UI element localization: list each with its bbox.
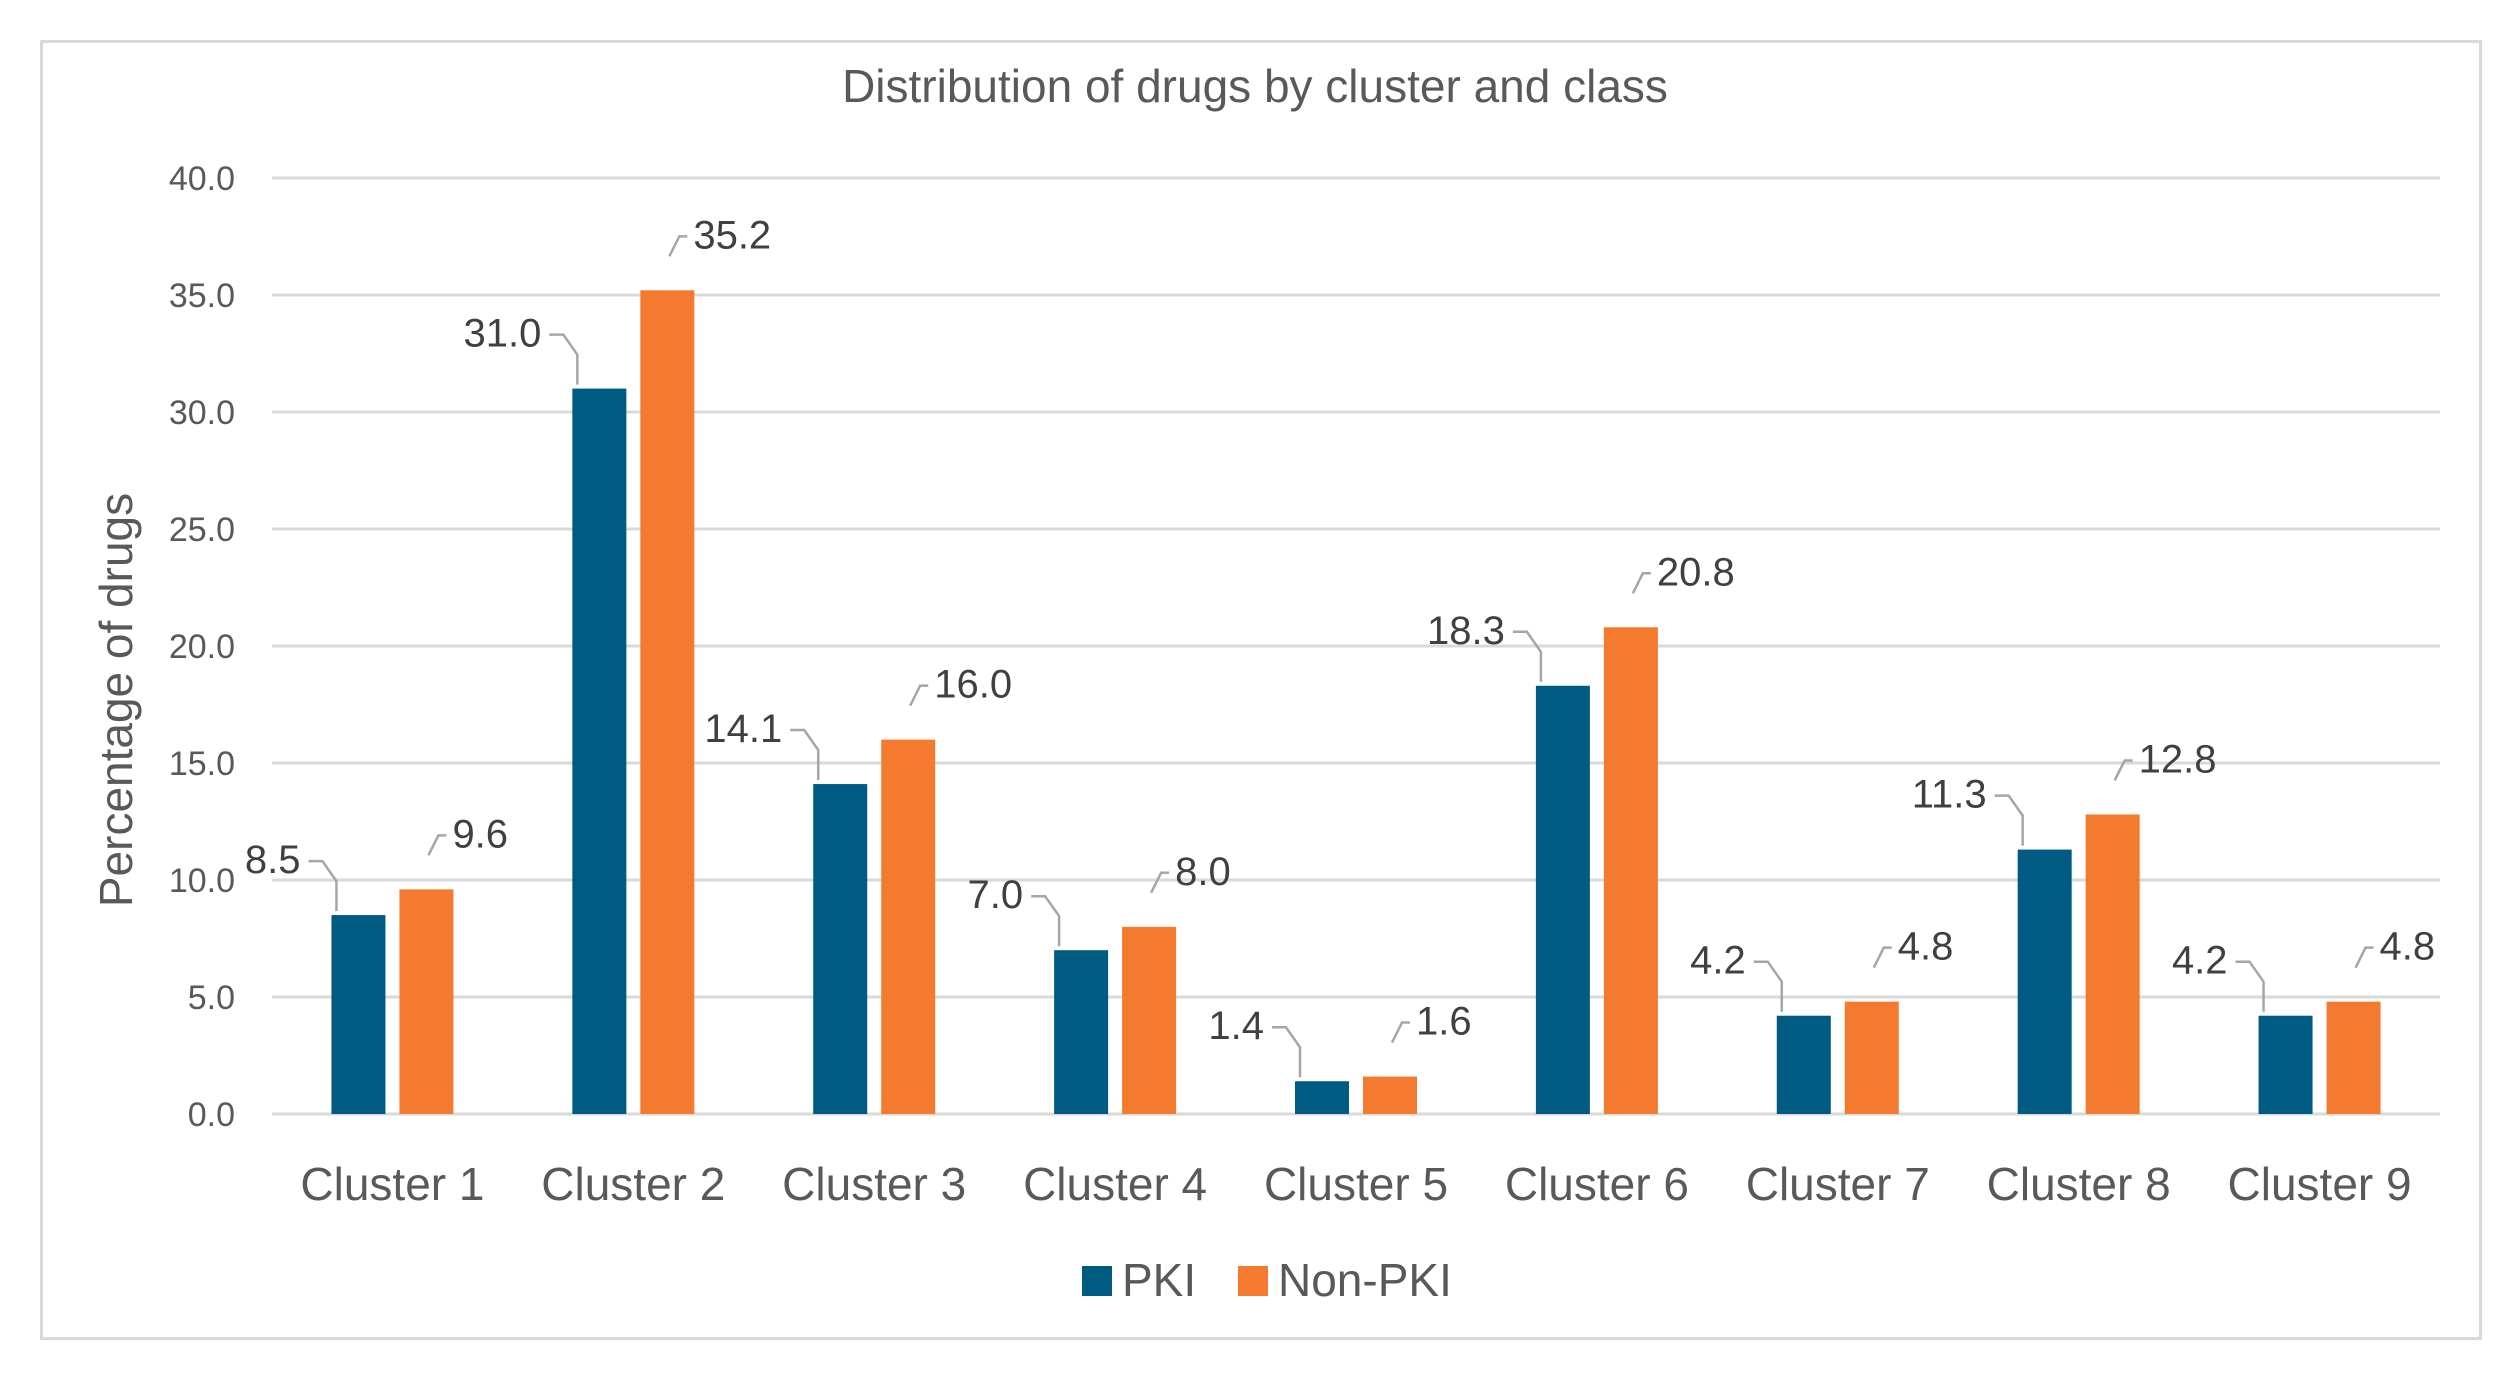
y-axis-ticks: 0.0 5.0 10.0 15.0 20.0 25.0 30.0 35.0 40.0 <box>169 160 235 1134</box>
leader-line <box>1512 630 1543 682</box>
leader-line <box>1149 871 1170 894</box>
y-tick-label: 25.0 <box>169 511 235 549</box>
legend[interactable]: PKI Non-PKI <box>1082 1254 1452 1306</box>
leader-line <box>1390 1021 1410 1044</box>
data-label-pki: 31.0 <box>463 312 541 356</box>
leader-line <box>790 728 820 781</box>
x-tick-label: Cluster 3 <box>782 1158 966 1210</box>
leader-line <box>2113 759 2133 782</box>
leader-line <box>549 333 579 385</box>
data-label-non-pki: 16.0 <box>934 663 1012 707</box>
y-tick-label: 35.0 <box>169 277 235 315</box>
leader-line <box>1753 960 1784 1012</box>
x-tick-label: Cluster 6 <box>1505 1158 1689 1210</box>
bar-pki <box>331 915 386 1114</box>
leader-line <box>2354 946 2374 969</box>
data-labels: 8.5 9.6 31.0 35.2 14.1 16.0 7.0 8.0 1.4 1.6 18.3 20… <box>245 213 2435 1048</box>
bar-pki <box>2258 1015 2313 1114</box>
x-tick-label: Cluster 5 <box>1264 1158 1448 1210</box>
y-tick-label: 30.0 <box>169 394 235 432</box>
data-label-pki: 11.3 <box>1912 773 1987 817</box>
x-tick-label: Cluster 1 <box>300 1158 484 1210</box>
data-label-pki: 7.0 <box>968 873 1024 917</box>
legend-swatch-pki[interactable] <box>1082 1266 1112 1296</box>
x-tick-label: Cluster 7 <box>1746 1158 1930 1210</box>
bar-pki <box>1776 1015 1831 1114</box>
data-label-pki: 14.1 <box>704 707 782 751</box>
data-label-non-pki: 12.8 <box>2139 737 2217 781</box>
bar-non-pki <box>1122 926 1177 1114</box>
bar-pki <box>2017 849 2072 1114</box>
data-label-non-pki: 8.0 <box>1175 850 1231 894</box>
data-label-pki: 4.2 <box>1690 939 1746 983</box>
y-axis-title: Percentage of drugs <box>90 493 142 907</box>
data-label-non-pki: 4.8 <box>2380 925 2436 969</box>
legend-label-pki[interactable]: PKI <box>1122 1254 1196 1306</box>
data-label-pki: 18.3 <box>1427 609 1505 653</box>
bar-non-pki <box>640 290 695 1114</box>
data-label-pki: 4.2 <box>2172 939 2228 983</box>
bar-pki <box>1535 685 1590 1114</box>
legend-label-non-pki[interactable]: Non-PKI <box>1278 1254 1452 1306</box>
bars <box>331 290 2381 1115</box>
bar-non-pki <box>1844 1001 1899 1114</box>
leader-line <box>1872 946 1892 969</box>
leader-line <box>1031 894 1061 947</box>
leader-line <box>308 859 338 912</box>
data-label-non-pki: 20.8 <box>1657 550 1735 594</box>
data-label-non-pki: 4.8 <box>1898 925 1954 969</box>
bar-non-pki <box>881 739 936 1114</box>
bar-non-pki <box>2085 814 2140 1114</box>
leader-line <box>2235 960 2265 1012</box>
data-label-pki: 8.5 <box>245 838 301 882</box>
bar-non-pki <box>1363 1076 1417 1114</box>
x-tick-label: Cluster 9 <box>2228 1158 2412 1210</box>
x-tick-label: Cluster 2 <box>541 1158 725 1210</box>
y-tick-label: 0.0 <box>188 1096 235 1134</box>
x-tick-label: Cluster 4 <box>1023 1158 1207 1210</box>
y-tick-label: 20.0 <box>169 628 235 666</box>
bar-pki <box>1295 1081 1349 1114</box>
bar-pki <box>1054 950 1109 1114</box>
data-label-non-pki: 35.2 <box>693 213 771 257</box>
legend-swatch-non-pki[interactable] <box>1238 1266 1268 1296</box>
data-label-pki: 1.4 <box>1208 1004 1264 1048</box>
bar-pki <box>572 388 627 1115</box>
bar-non-pki <box>1603 627 1658 1114</box>
chart-frame <box>40 40 2482 1340</box>
y-tick-label: 10.0 <box>169 862 235 900</box>
label-leader-lines <box>308 235 2374 1078</box>
leader-line <box>1631 572 1651 594</box>
gridlines <box>272 176 2440 1116</box>
data-label-non-pki: 1.6 <box>1416 1000 1472 1044</box>
leader-line <box>427 834 447 856</box>
y-tick-label: 5.0 <box>188 979 235 1017</box>
chart-title: Distribution of drugs by cluster and cla… <box>842 60 1668 112</box>
leader-line <box>909 684 929 707</box>
bar-non-pki <box>399 889 454 1114</box>
leader-line <box>1272 1025 1302 1078</box>
y-tick-label: 40.0 <box>169 160 235 198</box>
bar-non-pki <box>2326 1001 2381 1114</box>
x-axis-ticks: Cluster 1 Cluster 2 Cluster 3 Cluster 4 Clus… <box>300 1158 2411 1210</box>
data-label-non-pki: 9.6 <box>452 812 508 856</box>
leader-line <box>1994 794 2024 846</box>
bar-pki <box>813 784 868 1114</box>
x-tick-label: Cluster 8 <box>1987 1158 2171 1210</box>
y-tick-label: 15.0 <box>169 745 235 783</box>
leader-line <box>668 235 688 257</box>
